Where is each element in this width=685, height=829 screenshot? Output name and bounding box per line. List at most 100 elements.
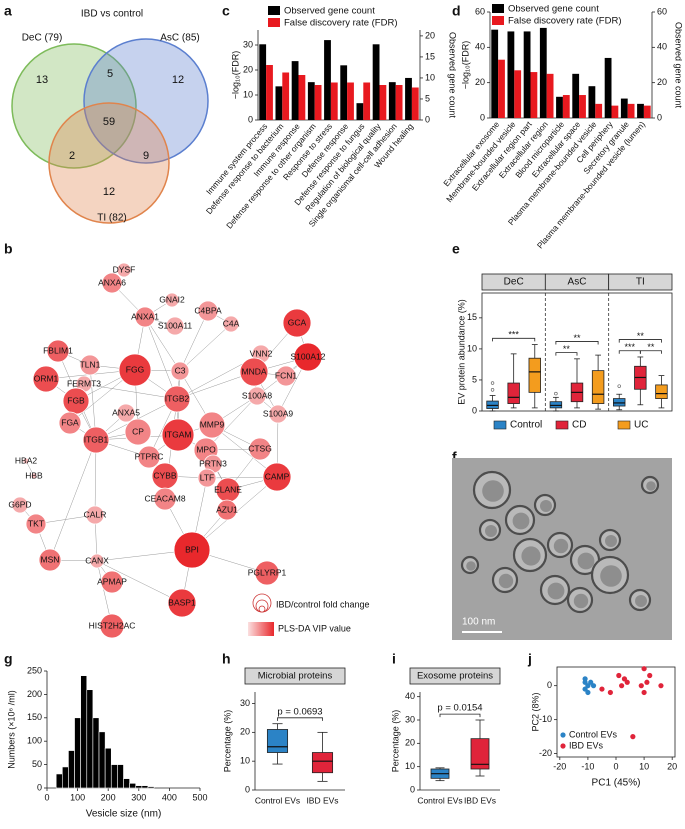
node xyxy=(25,513,47,535)
region-count: 9 xyxy=(143,150,149,162)
region-count: 12 xyxy=(103,186,115,198)
y-tick-label: -10 xyxy=(539,714,552,724)
node-label: FCN1 xyxy=(275,370,297,380)
outlier xyxy=(490,381,495,385)
node xyxy=(247,386,267,406)
axis-label: −log₁₀(FDR) xyxy=(460,41,470,90)
chart-title: IBD vs control xyxy=(81,9,143,20)
axis-label: Vesicle size (nm) xyxy=(86,809,162,820)
vesicle-core xyxy=(521,546,541,566)
outlier xyxy=(554,391,558,396)
node xyxy=(161,418,195,452)
node xyxy=(275,365,297,387)
node-label: PRTN3 xyxy=(199,458,227,468)
node-label: S100A12 xyxy=(291,351,326,361)
facet-label: TI xyxy=(636,277,645,288)
bar xyxy=(356,103,364,120)
node-label: TKT xyxy=(28,518,44,528)
significance-label: *** xyxy=(625,342,636,352)
significance-label: *** xyxy=(508,330,519,340)
node-label: TLN1 xyxy=(80,359,101,369)
y-tick-label: 200 xyxy=(27,689,42,699)
node-label: FGG xyxy=(126,364,144,374)
bar xyxy=(275,86,283,120)
significance-bracket xyxy=(555,341,599,345)
point xyxy=(588,679,594,685)
node xyxy=(100,570,124,594)
bar xyxy=(627,103,635,118)
node xyxy=(46,339,70,363)
node xyxy=(38,548,62,572)
node xyxy=(222,315,240,333)
y-tick-label: 20 xyxy=(475,77,485,87)
vesicle-core xyxy=(600,565,622,587)
facet-header xyxy=(409,667,501,685)
point xyxy=(641,689,647,696)
node-label: FGB xyxy=(67,395,85,405)
node xyxy=(164,292,180,308)
y-tick-label: 50 xyxy=(32,759,42,769)
y-tick-label: 5 xyxy=(425,93,430,103)
vesicle-core xyxy=(540,500,552,512)
facet-header xyxy=(244,667,346,685)
y-tick-label: 10 xyxy=(425,72,435,82)
bar xyxy=(539,27,547,118)
bar xyxy=(340,65,348,120)
x-tick-label: 10 xyxy=(639,761,649,771)
node-label: CEACAM8 xyxy=(144,493,185,503)
size-legend-circle xyxy=(258,605,266,613)
node xyxy=(268,404,288,424)
node xyxy=(116,262,132,278)
bar xyxy=(643,105,651,118)
node-label: MNDA xyxy=(241,366,266,376)
y-tick-label: 40 xyxy=(475,42,485,52)
axis-label: Observed gene count xyxy=(448,32,458,119)
region-count: 2 xyxy=(69,150,75,162)
vesicle-core xyxy=(512,512,530,530)
bar xyxy=(347,82,354,120)
y-tick-label: 10 xyxy=(240,756,250,766)
node-label: ANXA6 xyxy=(98,277,126,287)
node-label: S100A11 xyxy=(158,320,193,330)
vesicle-core xyxy=(498,573,514,589)
box xyxy=(591,370,605,404)
set-label: AsC (85) xyxy=(160,33,199,44)
legend-label: False discovery rate (FDR) xyxy=(508,16,622,27)
panel-letter: b xyxy=(4,241,13,257)
node xyxy=(170,361,190,381)
node xyxy=(134,306,156,328)
node-label: ORM1 xyxy=(34,373,59,383)
node-label: HBB xyxy=(25,470,43,480)
node xyxy=(11,496,29,514)
significance-bracket xyxy=(492,337,536,342)
box xyxy=(655,384,668,399)
box xyxy=(486,400,499,409)
bar xyxy=(379,85,387,120)
node xyxy=(118,353,152,387)
x-tick-label: Control EVs xyxy=(255,795,300,805)
legend-label: Observed gene count xyxy=(284,6,375,17)
node-label: DYSF xyxy=(113,264,136,274)
axis-label: EV protein abundance (%) xyxy=(456,299,466,405)
bar xyxy=(259,44,267,120)
vesicle-core xyxy=(553,538,569,554)
bar xyxy=(588,86,596,118)
y-tick-label: 30 xyxy=(243,39,253,49)
node xyxy=(248,437,272,461)
x-tick-label: 400 xyxy=(162,792,177,802)
node-label: HBA2 xyxy=(15,455,37,465)
box xyxy=(549,401,563,409)
node xyxy=(99,613,125,639)
node-label: G6PD xyxy=(8,499,31,509)
node-label: ANXA5 xyxy=(112,407,140,417)
node-label: PGLYRP1 xyxy=(248,567,287,577)
node xyxy=(79,354,101,376)
p-value-label: p = 0.0693 xyxy=(277,706,322,717)
point xyxy=(644,679,650,685)
legend-label: CD xyxy=(572,420,586,431)
node-label: GCA xyxy=(288,317,307,327)
region-count: 13 xyxy=(36,74,48,86)
bar xyxy=(104,747,112,789)
point xyxy=(647,672,653,679)
node-label: MSN xyxy=(41,554,60,564)
